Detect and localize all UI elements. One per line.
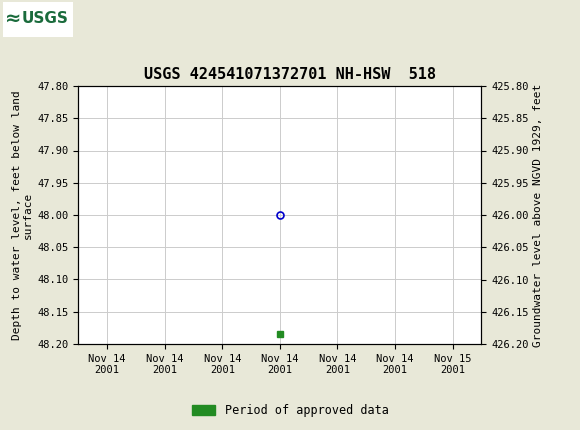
Y-axis label: Depth to water level, feet below land
surface: Depth to water level, feet below land su… xyxy=(12,90,33,340)
Text: USGS 424541071372701 NH-HSW  518: USGS 424541071372701 NH-HSW 518 xyxy=(144,67,436,82)
Text: ≈: ≈ xyxy=(5,9,21,28)
Text: USGS: USGS xyxy=(22,11,69,26)
Text: ≈USGS: ≈USGS xyxy=(5,9,70,28)
Bar xyxy=(3,2,72,37)
Legend: Period of approved data: Period of approved data xyxy=(187,399,393,422)
Y-axis label: Groundwater level above NGVD 1929, feet: Groundwater level above NGVD 1929, feet xyxy=(533,83,543,347)
